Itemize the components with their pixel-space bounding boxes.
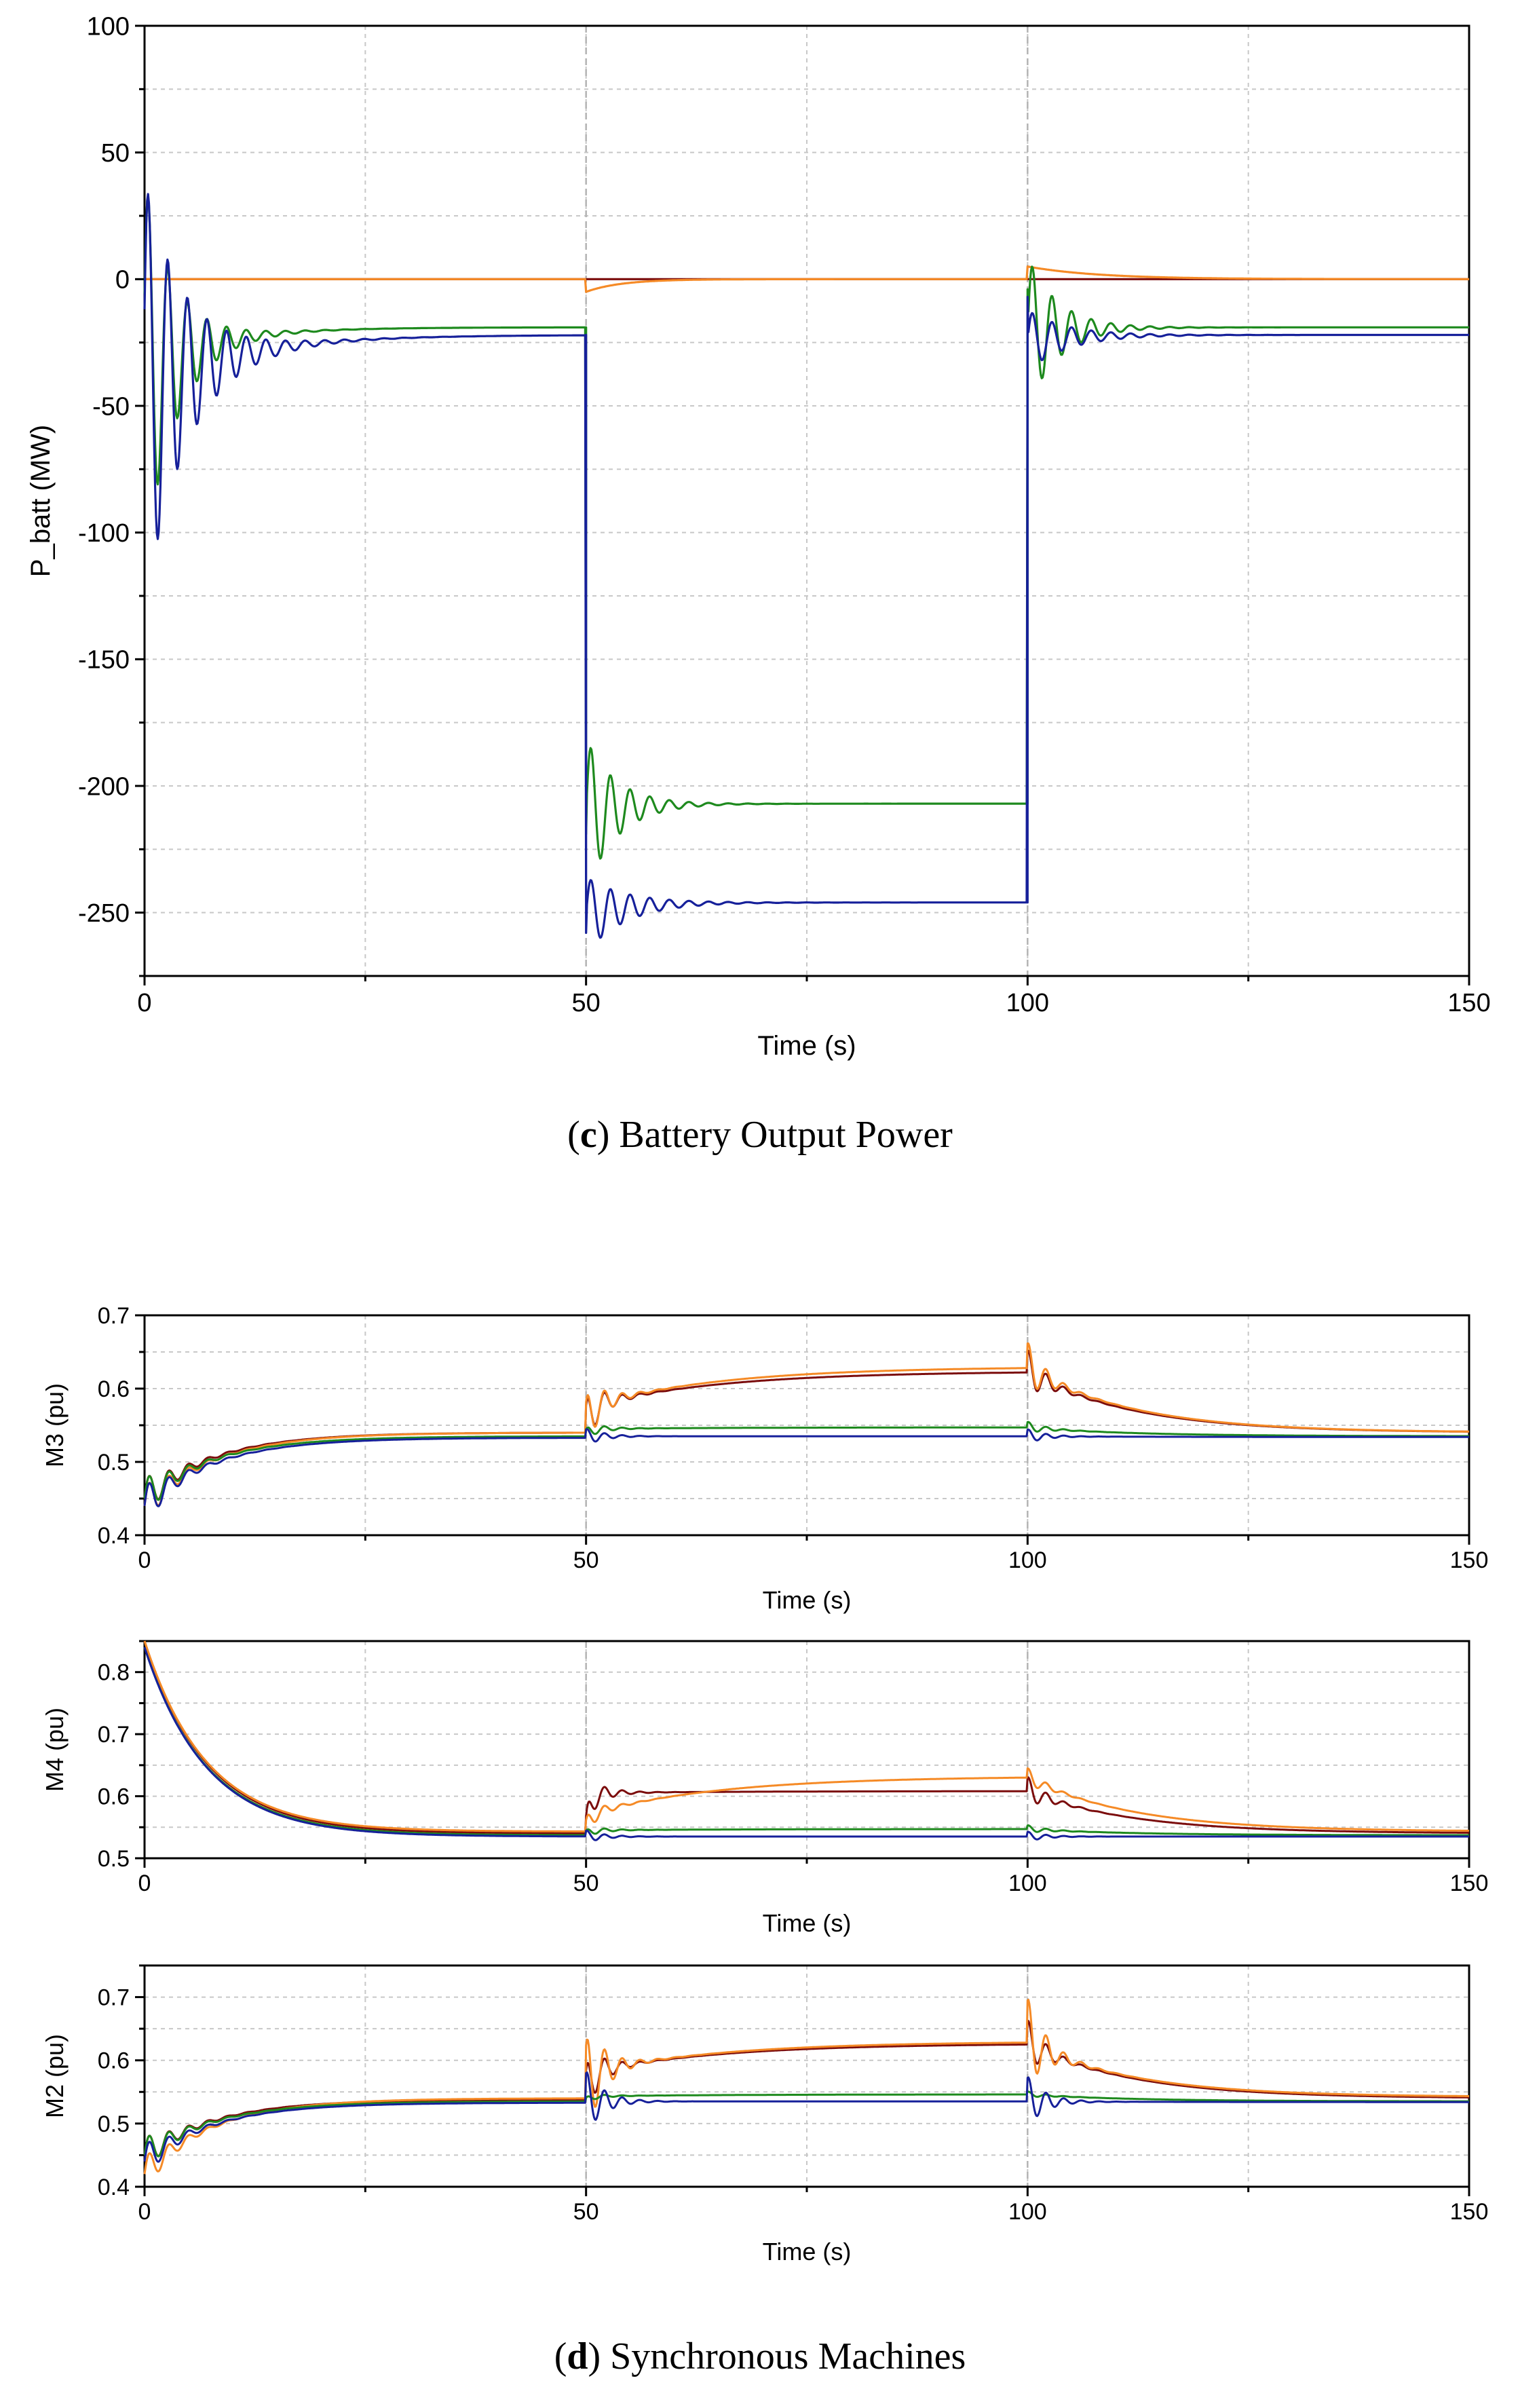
- series-line-green: [143, 1647, 1470, 1837]
- x-tick-label: 100: [1008, 1547, 1047, 1573]
- x-axis-label: Time (s): [763, 1909, 852, 1937]
- y-tick-label: 0.5: [98, 2111, 130, 2137]
- x-tick-label: 100: [1008, 1870, 1047, 1896]
- chart-m4: 0 50 100 150 0.8 0.7 0.6 0.5 Time (s) M4 (pu): [41, 1640, 1489, 1937]
- y-axis-label: M2 (pu): [41, 2034, 69, 2118]
- caption-c: (c) Battery Output Power: [567, 1114, 953, 1156]
- x-tick-label: 50: [572, 989, 601, 1017]
- y-tick-label: 0.7: [98, 1303, 130, 1329]
- y-tick-label: -100: [78, 519, 130, 548]
- series-line-blue: [143, 1647, 1470, 1841]
- series-line-orange: [143, 1999, 1470, 2175]
- series-line-blue: [143, 1428, 1470, 1507]
- x-axis-label: Time (s): [763, 1586, 852, 1614]
- y-axis-label: P_batt (MW): [26, 425, 56, 577]
- y-tick-label: 0.7: [98, 1722, 130, 1748]
- series-line-green: [143, 2090, 1470, 2158]
- x-tick-label: 150: [1450, 1547, 1489, 1573]
- x-tick-label: 50: [573, 1870, 599, 1896]
- y-tick-label: 0.8: [98, 1660, 130, 1686]
- chart-battery: 0 50 100 150 100 50 0 -50 -100 -150 -200 -250 Time (…: [26, 12, 1491, 1061]
- series-line-orange: [143, 1640, 1470, 1832]
- caption-d: (d) Synchronous Machines: [554, 2335, 966, 2377]
- x-tick-label: 150: [1450, 1870, 1489, 1896]
- x-tick-label: 150: [1450, 2199, 1489, 2225]
- x-tick-label: 0: [137, 989, 151, 1017]
- y-tick-label: -150: [78, 646, 130, 675]
- series-line-green: [143, 1421, 1470, 1501]
- caption-d-letter: d: [567, 2335, 588, 2377]
- x-tick-label: 0: [138, 1870, 151, 1896]
- chart-m2: 0 50 100 150 0.7 0.6 0.5 0.4 Time (s) M2 (pu): [41, 1964, 1489, 2265]
- series-line-blue: [143, 2071, 1470, 2163]
- y-tick-label: 0.5: [98, 1846, 130, 1872]
- series-line-dark-red: [143, 1640, 1470, 1835]
- y-tick-label: -200: [78, 772, 130, 801]
- y-tick-label: 50: [101, 139, 130, 168]
- y-tick-label: 0.4: [98, 1523, 130, 1549]
- y-axis-label: M3 (pu): [41, 1383, 69, 1467]
- x-axis-label: Time (s): [757, 1031, 856, 1061]
- series-line-orange: [143, 1342, 1470, 1507]
- chart-m3: 0 50 100 150 0.7 0.6 0.5 0.4 Time (s) M3 (pu): [41, 1303, 1488, 1614]
- x-tick-label: 0: [138, 1547, 151, 1573]
- caption-d-text: Synchronous Machines: [601, 2335, 966, 2377]
- y-tick-label: -250: [78, 899, 130, 928]
- caption-c-text: Battery Output Power: [609, 1114, 953, 1156]
- series-line-green: [143, 195, 1470, 860]
- x-tick-label: 100: [1008, 2199, 1047, 2225]
- y-axis-label: M4 (pu): [41, 1708, 69, 1792]
- x-axis-label: Time (s): [763, 2238, 852, 2265]
- y-tick-label: 0.4: [98, 2175, 130, 2200]
- x-tick-label: 50: [573, 2199, 599, 2225]
- x-tick-label: 50: [573, 1547, 599, 1573]
- y-tick-label: 0.7: [98, 1984, 130, 2010]
- series-line-orange: [144, 265, 1470, 293]
- y-tick-label: 100: [87, 12, 130, 41]
- y-tick-label: 0: [115, 266, 130, 295]
- series-line-blue: [143, 193, 1470, 939]
- x-tick-label: 150: [1447, 989, 1490, 1017]
- y-tick-label: 0.6: [98, 1376, 130, 1402]
- x-tick-label: 0: [138, 2199, 151, 2225]
- y-tick-label: 0.6: [98, 2048, 130, 2074]
- y-tick-label: -50: [92, 392, 130, 421]
- y-tick-label: 0.5: [98, 1450, 130, 1475]
- caption-c-letter: c: [580, 1114, 597, 1156]
- x-tick-label: 100: [1006, 989, 1049, 1017]
- y-tick-label: 0.6: [98, 1784, 130, 1809]
